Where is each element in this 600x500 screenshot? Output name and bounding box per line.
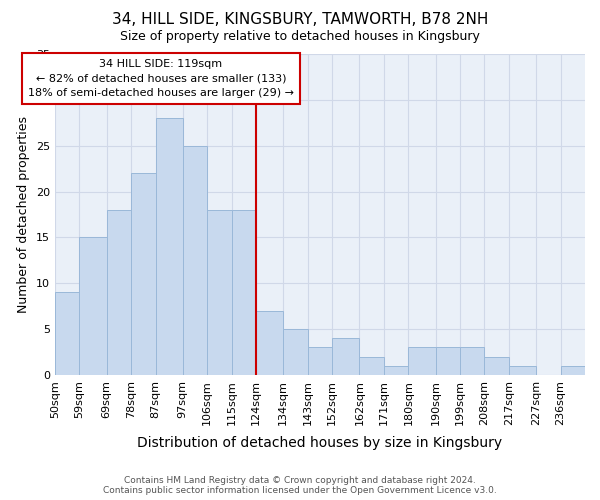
Bar bbox=[332, 338, 359, 375]
Bar bbox=[232, 210, 256, 375]
Bar bbox=[183, 146, 207, 375]
Bar bbox=[460, 348, 484, 375]
Bar bbox=[55, 292, 79, 375]
Bar bbox=[131, 173, 155, 375]
Bar bbox=[484, 356, 509, 375]
Bar bbox=[79, 238, 107, 375]
Bar bbox=[436, 348, 460, 375]
Bar bbox=[359, 356, 384, 375]
Text: 34 HILL SIDE: 119sqm
← 82% of detached houses are smaller (133)
18% of semi-deta: 34 HILL SIDE: 119sqm ← 82% of detached h… bbox=[28, 58, 294, 98]
Bar bbox=[155, 118, 183, 375]
Text: 34, HILL SIDE, KINGSBURY, TAMWORTH, B78 2NH: 34, HILL SIDE, KINGSBURY, TAMWORTH, B78 … bbox=[112, 12, 488, 28]
Bar bbox=[409, 348, 436, 375]
Bar bbox=[207, 210, 232, 375]
Text: Size of property relative to detached houses in Kingsbury: Size of property relative to detached ho… bbox=[120, 30, 480, 43]
Bar bbox=[560, 366, 585, 375]
Bar bbox=[107, 210, 131, 375]
Bar bbox=[509, 366, 536, 375]
Bar bbox=[283, 329, 308, 375]
Bar bbox=[384, 366, 409, 375]
Y-axis label: Number of detached properties: Number of detached properties bbox=[17, 116, 31, 313]
Text: Contains HM Land Registry data © Crown copyright and database right 2024.
Contai: Contains HM Land Registry data © Crown c… bbox=[103, 476, 497, 495]
Bar bbox=[256, 310, 283, 375]
X-axis label: Distribution of detached houses by size in Kingsbury: Distribution of detached houses by size … bbox=[137, 436, 503, 450]
Bar bbox=[308, 348, 332, 375]
